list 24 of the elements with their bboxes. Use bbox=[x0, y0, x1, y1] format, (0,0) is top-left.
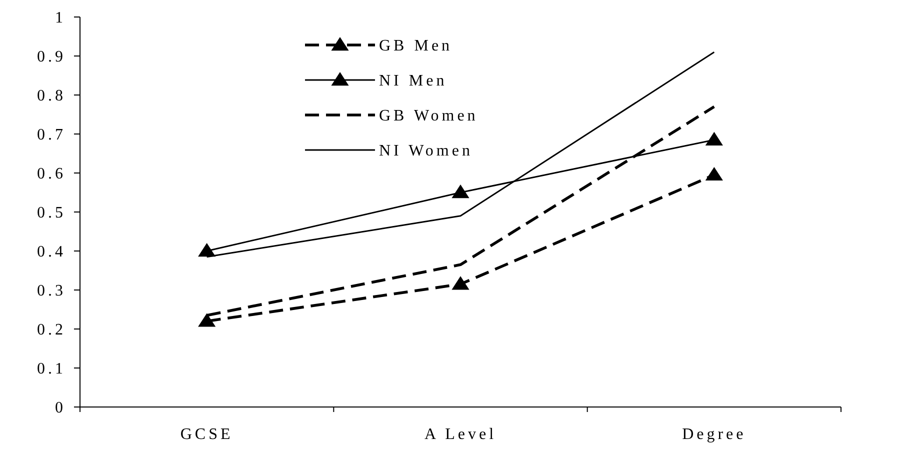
point bbox=[705, 166, 723, 181]
y-tick-label: 0 bbox=[55, 400, 66, 417]
point bbox=[452, 184, 470, 198]
y-tick-label: 0.8 bbox=[37, 88, 66, 105]
point bbox=[452, 276, 470, 290]
legend-label: NI Men bbox=[379, 72, 448, 90]
y-tick-label: 0.4 bbox=[37, 244, 66, 261]
y-tick-label: 0.1 bbox=[37, 360, 66, 378]
y-tick-label: 0.2 bbox=[37, 322, 66, 339]
y-tick-label: 0.3 bbox=[37, 282, 66, 300]
y-tick-label: 0.5 bbox=[37, 204, 66, 222]
legend-label: GB Men bbox=[379, 38, 453, 55]
y-tick-label: 0.9 bbox=[37, 48, 66, 66]
point bbox=[198, 243, 216, 257]
y-tick-label: 0.6 bbox=[37, 166, 66, 183]
legend-label: GB Women bbox=[379, 108, 478, 125]
x-tick-label: GCSE bbox=[180, 426, 234, 443]
y-tick-label: 1 bbox=[55, 10, 66, 27]
x-tick-label: A Level bbox=[424, 426, 497, 443]
y-tick-label: 0.7 bbox=[37, 126, 66, 144]
x-tick-label: Degree bbox=[682, 426, 746, 443]
legend-label: NI Women bbox=[379, 142, 473, 160]
point bbox=[705, 132, 723, 146]
point bbox=[198, 313, 216, 327]
